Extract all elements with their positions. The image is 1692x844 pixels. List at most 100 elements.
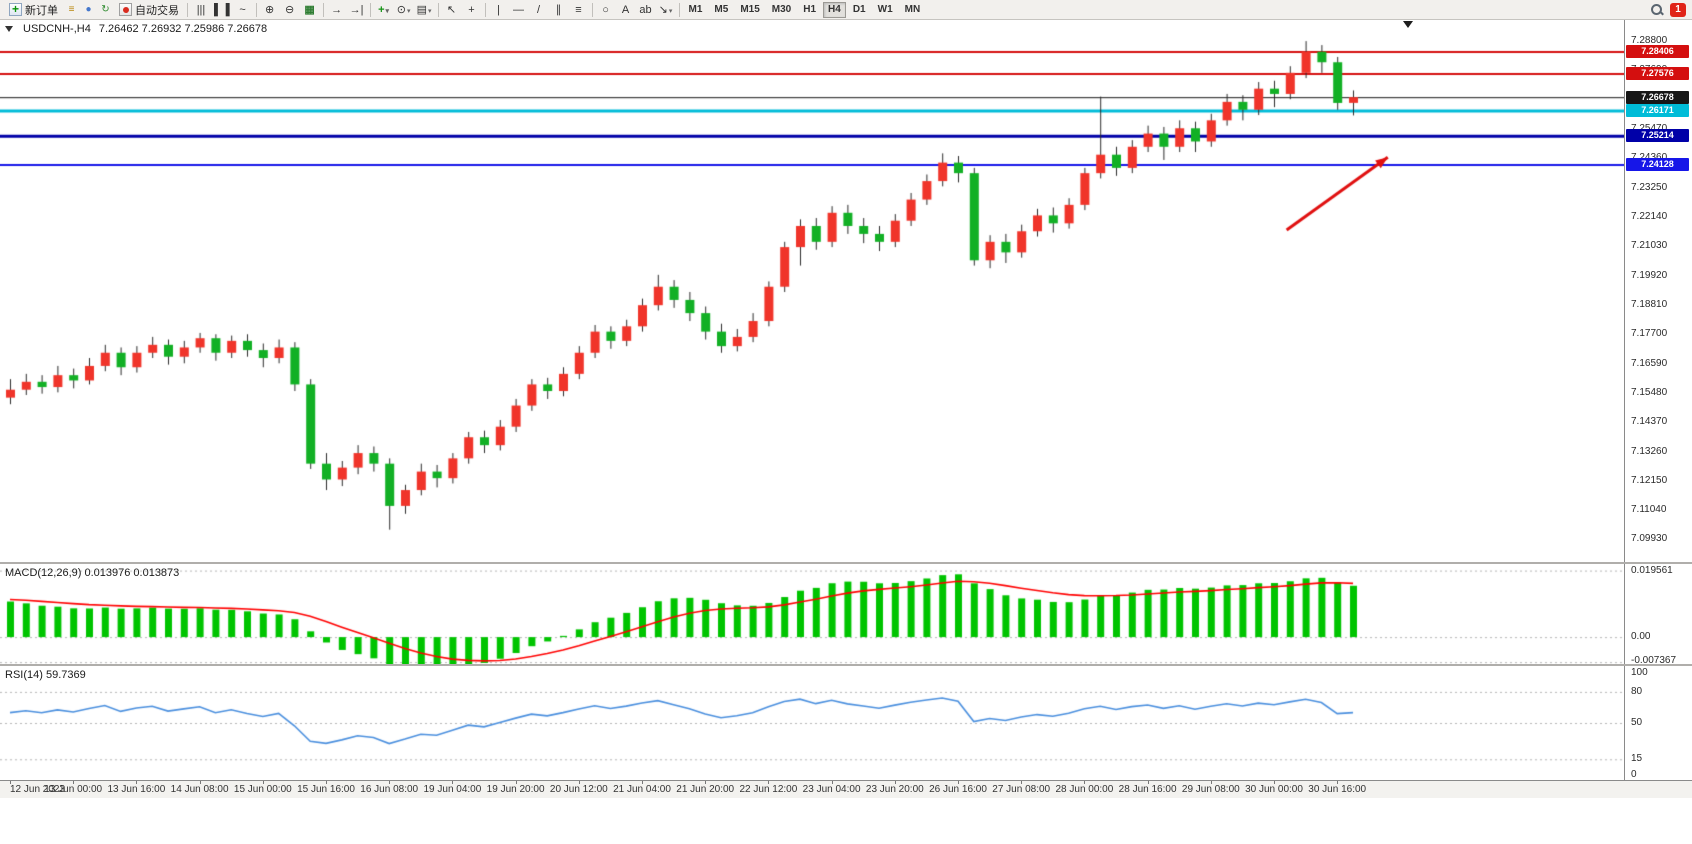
cursor-icon[interactable]: ↖: [442, 1, 462, 18]
time-axis-tick: [1147, 781, 1149, 784]
timeframe-h4-button[interactable]: H4: [823, 1, 846, 18]
price-axis-label: 7.28800: [1631, 35, 1668, 47]
current-price-badge: 7.26678: [1626, 90, 1689, 104]
line-chart-icon[interactable]: ~: [233, 1, 253, 18]
chart-shift-marker-icon[interactable]: [1403, 21, 1414, 28]
price-line-badge: 7.24128: [1626, 158, 1689, 171]
equidistant-channel-icon[interactable]: ∥: [549, 1, 569, 18]
time-axis-tick: [705, 781, 707, 784]
time-axis[interactable]: 12 Jun 2023 13 Jun 00:00 13 Jun 16:00 14 Ju…: [0, 780, 1692, 798]
timeframe-w1-button[interactable]: W1: [873, 2, 898, 18]
time-axis-tick: [389, 781, 391, 784]
price-axis-label: 7.16590: [1631, 357, 1668, 369]
toolbar-separator: [591, 2, 593, 17]
rsi-indicator-pane[interactable]: RSI(14) 59.7369 100 80 50 15 0: [0, 666, 1692, 780]
refresh-icon[interactable]: ↻: [98, 2, 113, 17]
main-chart-pane[interactable]: USDCNH-,H4 7.26462 7.26932 7.25986 7.266…: [0, 20, 1692, 564]
price-axis-label: 7.24360: [1631, 152, 1667, 163]
macd-axis-label: 0.019561: [1631, 565, 1673, 576]
text-icon[interactable]: A: [616, 1, 636, 18]
time-axis-label: 27 Jun 08:00: [992, 784, 1051, 795]
time-axis-tick: [1337, 781, 1339, 784]
time-axis-tick: [199, 781, 201, 784]
autotrading-icon: [119, 3, 132, 16]
timeframe-h1-button[interactable]: H1: [798, 2, 821, 18]
time-axis-tick: [1021, 781, 1023, 784]
timeframe-m1-button[interactable]: M1: [684, 2, 708, 18]
vertical-line-icon[interactable]: |: [489, 1, 509, 18]
macd-indicator-pane[interactable]: MACD(12,26,9) 0.013976 0.013873 0.019561…: [0, 564, 1692, 666]
tile-windows-icon[interactable]: ▦: [300, 1, 320, 18]
fibonacci-retracement-icon[interactable]: ≡: [569, 1, 589, 18]
macd-chart[interactable]: [0, 564, 1624, 664]
time-axis-label: 21 Jun 04:00: [613, 784, 671, 795]
main-toolbar: 新订单 ≡●↻ 自动交易 |||▌▐~⊕⊖▦→→|+▾⊙▾▤▾↖+|—/∥≡○A…: [0, 0, 1692, 20]
auto-scroll-icon[interactable]: →: [327, 1, 347, 18]
time-axis-label: 19 Jun 04:00: [423, 784, 482, 795]
price-scale[interactable]: 7.288007.276907.265807.254707.243607.232…: [1624, 20, 1692, 562]
rsi-axis-label: 0: [1631, 768, 1637, 780]
macd-header: MACD(12,26,9) 0.013976 0.013873: [5, 567, 179, 579]
time-axis-label: 22 Jun 12:00: [739, 784, 798, 795]
chart-shift-icon[interactable]: →|: [347, 1, 367, 18]
toolbar-separator: [484, 2, 486, 17]
text-label-icon[interactable]: ab: [636, 1, 656, 18]
price-axis-label: 7.21030: [1631, 240, 1668, 252]
new-order-button[interactable]: 新订单: [4, 1, 63, 19]
time-axis-tick: [326, 781, 327, 784]
macd-axis-label: 0.00: [1631, 631, 1651, 643]
shapes-icon[interactable]: ○: [596, 1, 616, 18]
rsi-scale[interactable]: 100 80 50 15 0: [1624, 666, 1692, 780]
chart-header: USDCNH-,H4 7.26462 7.26932 7.25986 7.266…: [5, 23, 267, 35]
toolbar-left-icons: ≡ ● ↻: [63, 2, 114, 17]
trendline-icon[interactable]: /: [529, 1, 549, 18]
time-axis-tick: [515, 781, 517, 784]
macd-scale[interactable]: 0.019561 0.00 -0.007367: [1624, 564, 1692, 664]
time-axis-tick: [452, 781, 454, 784]
zoom-out-icon[interactable]: ⊖: [280, 1, 300, 18]
candlestick-chart[interactable]: [0, 20, 1624, 562]
time-axis-label: 23 Jun 04:00: [802, 784, 861, 795]
add-indicator-icon[interactable]: +▾: [374, 1, 394, 18]
horizontal-line-icon[interactable]: —: [509, 1, 529, 18]
time-axis-label: 14 Jun 08:00: [170, 784, 229, 795]
timeframe-m15-button[interactable]: M15: [735, 2, 764, 18]
autotrading-button[interactable]: 自动交易: [114, 1, 184, 19]
arrows-icon[interactable]: ↘▾: [656, 1, 676, 18]
price-axis-label: 7.14370: [1631, 416, 1668, 428]
new-order-label: 新订单: [25, 4, 58, 17]
price-line-badge: 7.25214: [1626, 129, 1689, 143]
time-axis-label: 21 Jun 20:00: [676, 784, 735, 795]
timeframes-group: M1 M5 M15 M30 H1 H4 D1 W1 MN: [683, 1, 927, 18]
bar-chart-icon[interactable]: |||: [191, 1, 211, 18]
macd-label: MACD(12,26,9) 0.013976 0.013873: [5, 567, 180, 579]
candlestick-chart-icon[interactable]: ▌▐: [211, 1, 233, 18]
timeframe-m5-button[interactable]: M5: [709, 2, 733, 18]
template-icon[interactable]: ▤▾: [414, 1, 435, 18]
toolbar-separator: [369, 2, 371, 17]
timeframe-m30-button[interactable]: M30: [767, 2, 796, 18]
time-axis-label: 23 Jun 20:00: [865, 784, 924, 795]
timeframe-d1-button[interactable]: D1: [848, 2, 871, 18]
crosshair-icon[interactable]: +: [462, 1, 482, 18]
zoom-in-icon[interactable]: ⊕: [260, 1, 280, 18]
autotrading-label: 自动交易: [135, 4, 179, 17]
time-axis-label: 13 Jun 16:00: [107, 784, 166, 795]
rsi-chart[interactable]: [0, 666, 1624, 780]
time-axis-label: 30 Jun 16:00: [1308, 784, 1367, 795]
price-axis-label: 7.11040: [1631, 504, 1667, 516]
document-icon[interactable]: ≡: [64, 2, 79, 17]
notification-badge[interactable]: 1: [1670, 2, 1686, 17]
rsi-label: RSI(14) 59.7369: [5, 669, 86, 681]
time-axis-tick: [958, 781, 959, 784]
period-clock-icon[interactable]: ⊙▾: [394, 1, 414, 18]
timeframe-mn-button[interactable]: MN: [900, 2, 926, 18]
search-icon[interactable]: [1649, 2, 1664, 17]
chart-window: USDCNH-,H4 7.26462 7.26932 7.25986 7.266…: [0, 20, 1692, 798]
user-icon[interactable]: ●: [81, 2, 96, 17]
price-axis-label: 7.23250: [1631, 181, 1668, 193]
rsi-header: RSI(14) 59.7369: [5, 669, 86, 681]
chart-collapse-icon[interactable]: [5, 26, 13, 32]
time-axis-tick: [578, 781, 580, 784]
